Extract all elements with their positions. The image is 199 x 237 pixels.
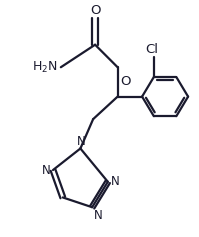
Text: H$_2$N: H$_2$N <box>32 60 58 75</box>
Text: O: O <box>121 75 131 88</box>
Text: N: N <box>42 164 51 177</box>
Text: Cl: Cl <box>145 43 158 56</box>
Text: O: O <box>90 4 100 17</box>
Text: N: N <box>94 209 103 222</box>
Text: N: N <box>111 175 120 188</box>
Text: N: N <box>77 136 86 149</box>
